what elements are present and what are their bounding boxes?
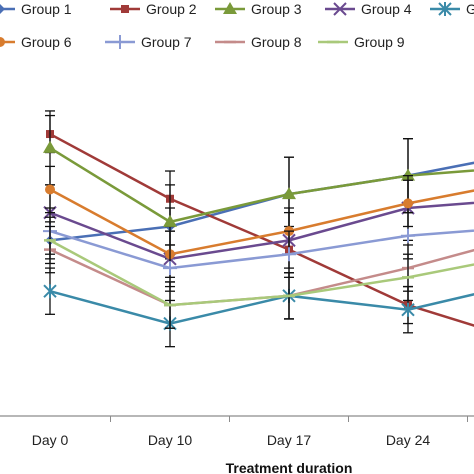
data-point [163,261,177,276]
legend-item: Group 1 [0,1,72,17]
legend-item: Group 8 [215,34,302,50]
x-tick-label: Day 10 [148,432,193,448]
legend-item: Group 7 [105,34,192,50]
legend-swatch-marker [121,5,129,13]
legend-swatch-marker [438,2,452,16]
series-line [49,188,474,256]
data-point [401,168,415,181]
data-point [43,284,57,299]
legend-swatch-marker [0,37,5,47]
legend-item: Group 3 [215,1,302,17]
data-point [401,228,415,243]
data-point [45,184,55,195]
data-point [163,214,177,227]
legend-item: Group 9 [318,34,405,50]
legend: Group 1 Group 2 Group 3 Group 4 Group 5 Group… [0,1,474,50]
plot-area [0,110,474,422]
series-line [49,248,474,307]
legend-swatch-marker [223,2,237,14]
legend-item: Group 4 [325,1,412,17]
legend-label: Group 1 [21,1,72,17]
data-point [401,302,415,317]
series-group-5 [43,267,474,348]
legend-item: Group 2 [110,1,197,17]
legend-label: Group 6 [21,34,72,50]
x-tick-label: Day 0 [32,432,69,448]
series-line [49,161,474,242]
x-axis-title: Treatment duration [226,460,353,474]
x-tick-label: Day 17 [267,432,312,448]
series-layer [43,110,474,348]
series-group-4 [43,174,474,288]
series-group-9 [44,216,474,329]
legend-label: Group 8 [251,34,302,50]
legend-label: Group 3 [251,1,302,17]
x-axis-ticks [110,416,468,422]
legend-label: Group 4 [361,1,412,17]
data-point [43,140,57,153]
legend-item: Group 6 [0,34,72,50]
legend-label: Group 9 [354,34,405,50]
legend-swatch-marker [333,2,347,16]
x-tick-label: Day 24 [386,432,431,448]
legend-item: Group 5 [430,1,474,17]
data-point [282,247,296,262]
legend-label: Group 7 [141,34,192,50]
data-point [282,187,296,200]
legend-label: Group 5 [466,1,474,17]
legend-swatch-marker [113,35,127,49]
legend-swatch-marker [0,4,5,14]
legend-label: Group 2 [146,1,197,17]
data-point [403,198,413,209]
